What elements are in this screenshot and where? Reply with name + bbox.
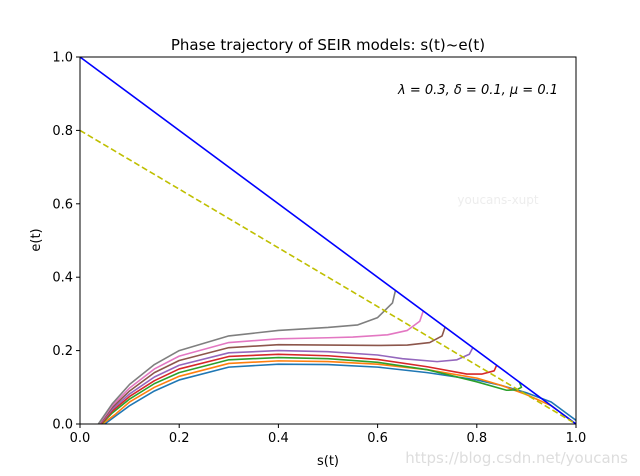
y-tick-label: 0.2	[52, 344, 73, 359]
chart-title: Phase trajectory of SEIR models: s(t)~e(…	[171, 36, 485, 54]
x-tick-label: 0.6	[367, 431, 388, 446]
trajectory-series-5	[99, 347, 474, 425]
parameter-annotation: λ = 0.3, δ = 0.1, μ = 0.1	[397, 83, 558, 98]
trajectory-series-6	[98, 326, 446, 425]
x-tick-label: 0.2	[169, 431, 190, 446]
axes-frame	[79, 56, 577, 425]
x-axis-label: s(t)	[317, 454, 339, 469]
dashed-reference-line	[79, 129, 577, 425]
y-axis: 0.0 0.2 0.4 0.6 0.8 1.0	[52, 51, 80, 433]
watermark-url: https://blog.csdn.net/youcans	[405, 449, 628, 467]
x-tick-label: 0.4	[268, 431, 289, 446]
trajectory-series-2	[101, 360, 570, 425]
x-axis: 0.0 0.2 0.4 0.6 0.8 1.0	[70, 424, 587, 446]
x-tick-label: 0.0	[70, 431, 91, 446]
solid-reference-line	[79, 56, 577, 425]
trajectory-series-3	[100, 356, 523, 425]
y-tick-label: 1.0	[52, 51, 73, 66]
y-tick-label: 0.4	[52, 271, 73, 286]
trajectory-series-8	[97, 290, 397, 425]
y-tick-label: 0.0	[52, 418, 73, 433]
x-tick-label: 1.0	[566, 431, 587, 446]
y-tick-label: 0.8	[52, 124, 73, 139]
y-axis-label: e(t)	[29, 228, 44, 251]
watermark-center: youcans-xupt	[457, 193, 539, 207]
trajectory-series-7	[98, 310, 424, 425]
trajectory-series-4	[100, 353, 498, 425]
x-tick-label: 0.8	[466, 431, 487, 446]
plot-area	[79, 56, 577, 425]
y-tick-label: 0.6	[52, 197, 73, 212]
